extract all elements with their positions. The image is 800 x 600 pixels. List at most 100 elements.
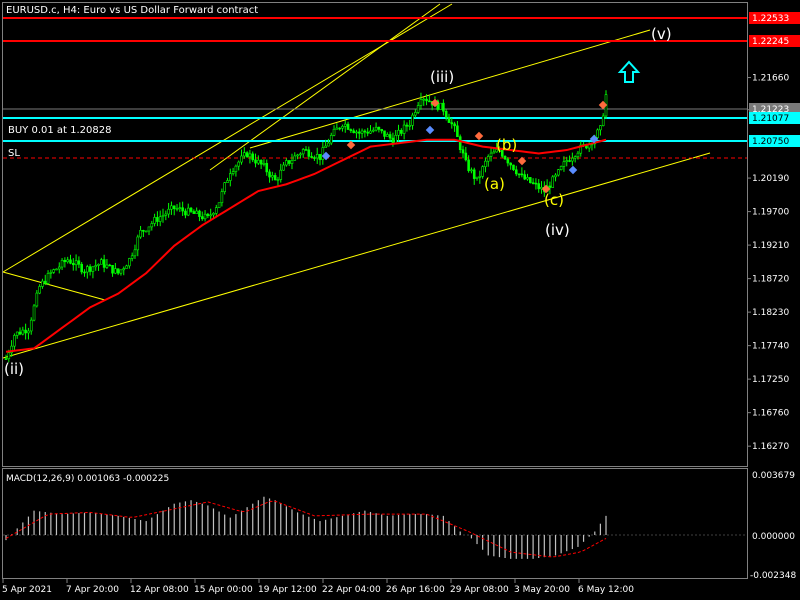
wave-target-line[interactable]	[249, 29, 651, 149]
candle-body	[203, 213, 207, 220]
wave-label-b: (b)	[496, 136, 517, 154]
candle-body	[324, 145, 327, 148]
candle	[576, 151, 580, 160]
short-trendline[interactable]	[2, 271, 106, 301]
candle	[475, 176, 479, 181]
candle	[537, 179, 541, 193]
candle	[276, 176, 280, 187]
candle	[447, 113, 451, 123]
candle-body	[313, 157, 316, 159]
candle-body	[486, 156, 490, 162]
candle-body	[285, 160, 288, 166]
candle-body	[32, 305, 36, 321]
candle-body	[386, 134, 389, 137]
lower-channel-line[interactable]	[2, 152, 711, 359]
candle-body	[360, 130, 364, 134]
candle-body	[139, 230, 142, 238]
candle-body	[489, 152, 493, 157]
horizontal-levels[interactable]	[3, 17, 747, 159]
candle	[461, 145, 465, 159]
up-arrow-icon[interactable]	[617, 60, 641, 83]
buy-order-label: BUY 0.01 at 1.20828	[8, 125, 112, 136]
candle-body	[573, 156, 577, 159]
candle	[371, 127, 375, 133]
candle	[114, 262, 117, 275]
candle	[4, 354, 8, 360]
candle	[551, 175, 555, 188]
candle	[186, 203, 190, 217]
candle	[60, 258, 64, 271]
candle-body	[209, 214, 212, 217]
candle-body	[568, 160, 571, 162]
candle-body	[105, 264, 109, 268]
candle-body	[296, 154, 299, 157]
price-axis-label: 1.17250	[752, 375, 789, 385]
candle-body	[15, 331, 19, 336]
trendlines[interactable]	[2, 3, 711, 359]
candle-body	[49, 271, 53, 274]
candle-body	[80, 263, 84, 273]
candle-body	[528, 177, 532, 183]
candle-body	[534, 182, 538, 185]
candle-body	[7, 352, 11, 360]
candle-body	[220, 191, 224, 204]
candle-body	[315, 154, 319, 159]
candle-body	[562, 161, 566, 167]
candle	[223, 181, 226, 195]
candle	[184, 208, 187, 219]
candle	[470, 167, 473, 174]
candle	[428, 95, 431, 103]
upper-channel-line[interactable]	[2, 3, 453, 273]
candle	[335, 123, 339, 130]
candle	[262, 159, 266, 167]
candle	[360, 128, 364, 139]
candle	[55, 268, 58, 271]
candle	[178, 202, 182, 212]
candle-body	[97, 263, 100, 266]
candle	[66, 256, 69, 264]
candle	[293, 152, 297, 161]
candle	[27, 327, 30, 340]
candle	[338, 127, 341, 131]
candle	[565, 156, 569, 167]
candle	[478, 170, 482, 184]
fractal-markers	[321, 98, 608, 194]
candle-body	[444, 110, 448, 118]
candle	[195, 207, 198, 214]
candle	[192, 209, 196, 214]
candle-body	[472, 169, 476, 179]
candle	[296, 153, 299, 160]
candle-body	[509, 162, 512, 166]
candle	[517, 173, 521, 179]
candle-body	[338, 127, 341, 130]
candle-body	[327, 142, 330, 147]
macd-axis-top: 0.003679	[752, 471, 795, 481]
candle	[377, 126, 381, 133]
candle-body	[41, 280, 44, 287]
macd-signal-line	[5, 500, 607, 558]
marker-up-3	[474, 131, 484, 141]
candle-body	[24, 329, 27, 334]
candle	[573, 155, 577, 163]
price-tags: 1.22533 1.22245 1.21223 1.21077 1.20750	[749, 12, 800, 147]
price-tag-r2: 1.22245	[752, 37, 789, 47]
candle	[69, 254, 72, 265]
candle-body	[94, 265, 98, 268]
candle	[332, 125, 336, 137]
inner-channel-line[interactable]	[209, 3, 441, 171]
candle	[486, 154, 490, 167]
price-tag-r1-bg	[749, 12, 800, 24]
price-axis-label: 1.16760	[752, 409, 789, 419]
candle	[559, 165, 563, 171]
candle	[144, 230, 148, 233]
candle	[49, 269, 53, 279]
price-tag-entry-bg	[749, 112, 800, 124]
candle-body	[503, 156, 507, 160]
candle	[21, 326, 25, 336]
candle	[329, 132, 333, 146]
candle-body	[453, 123, 456, 127]
candle-body	[217, 202, 221, 208]
candle-body	[411, 114, 414, 126]
candle-body	[492, 151, 496, 154]
